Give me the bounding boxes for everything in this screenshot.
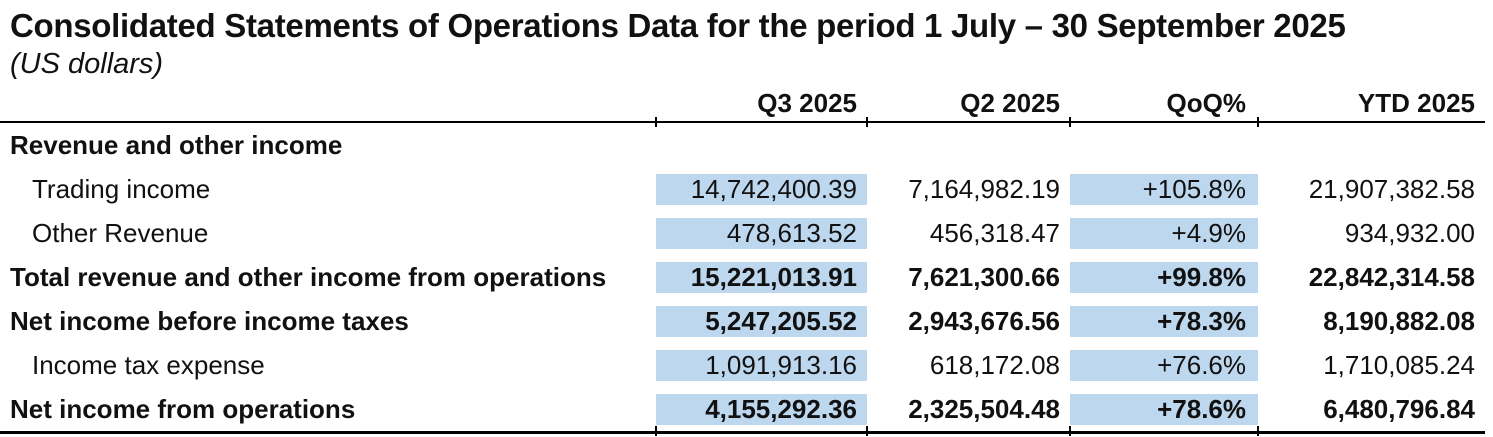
row-label: Net income before income taxes	[10, 305, 409, 336]
cell-q3: 478,613.52	[656, 217, 867, 249]
table-row: Trading income 14,742,400.39 7,164,982.1…	[0, 167, 1485, 211]
row-label: Other Revenue	[32, 217, 209, 248]
cell-q2: 456,318.47	[929, 217, 1060, 248]
cell-qoq: +78.6%	[1070, 393, 1258, 425]
column-tick	[866, 426, 868, 436]
cell-q3: 15,221,013.91	[656, 261, 867, 293]
header-q2-2025: Q2 2025	[960, 88, 1060, 118]
cell-qoq: +78.3%	[1070, 305, 1258, 337]
cell-qoq: +99.8%	[1070, 261, 1258, 293]
cell-qoq: +76.6%	[1070, 349, 1258, 381]
cell-ytd: 6,480,796.84	[1323, 393, 1475, 424]
column-tick	[866, 117, 868, 127]
cell-q2: 7,621,300.66	[908, 261, 1060, 292]
cell-ytd: 21,907,382.58	[1308, 173, 1475, 204]
page-subtitle: (US dollars)	[10, 48, 164, 80]
cell-q2: 2,943,676.56	[908, 305, 1060, 336]
cell-q3: 1,091,913.16	[656, 349, 867, 381]
cell-ytd: 22,842,314.58	[1308, 261, 1475, 292]
cell-q3: 5,247,205.52	[656, 305, 867, 337]
cell-ytd: 1,710,085.24	[1323, 349, 1475, 380]
column-tick	[1069, 426, 1071, 436]
table-row: Net income before income taxes 5,247,205…	[0, 299, 1485, 343]
column-tick	[1069, 117, 1071, 127]
table-row: Income tax expense 1,091,913.16 618,172.…	[0, 343, 1485, 387]
operations-table: Q3 2025 Q2 2025 QoQ% YTD 2025 Revenue an…	[0, 82, 1485, 436]
page-title: Consolidated Statements of Operations Da…	[10, 7, 1346, 44]
header-qoq-percent: QoQ%	[1166, 88, 1246, 118]
column-tick	[1257, 117, 1259, 127]
row-label: Trading income	[32, 173, 211, 204]
cell-qoq: +4.9%	[1070, 217, 1258, 249]
header-q3-2025: Q3 2025	[757, 88, 857, 118]
cell-ytd: 8,190,882.08	[1323, 305, 1475, 336]
row-label: Net income from operations	[10, 393, 356, 424]
column-tick	[655, 426, 657, 436]
table-row: Other Revenue 478,613.52 456,318.47 +4.9…	[0, 211, 1485, 255]
row-label: Total revenue and other income from oper…	[10, 261, 607, 292]
cell-q2: 7,164,982.19	[908, 173, 1060, 204]
table-bottom-rule	[0, 431, 1485, 434]
table-header-row: Q3 2025 Q2 2025 QoQ% YTD 2025	[0, 82, 1485, 123]
cell-ytd: 934,932.00	[1344, 217, 1475, 248]
header-ytd-2025: YTD 2025	[1357, 88, 1475, 118]
cell-q3: 4,155,292.36	[656, 393, 867, 425]
column-tick	[1257, 426, 1259, 436]
row-label: Revenue and other income	[10, 129, 343, 160]
cell-q3: 14,742,400.39	[656, 173, 867, 205]
row-label: Income tax expense	[32, 349, 265, 380]
column-tick	[655, 117, 657, 127]
cell-qoq: +105.8%	[1070, 173, 1258, 205]
table-row: Total revenue and other income from oper…	[0, 255, 1485, 299]
table-row: Net income from operations 4,155,292.36 …	[0, 387, 1485, 431]
cell-q2: 618,172.08	[929, 349, 1060, 380]
table-row: Revenue and other income	[0, 123, 1485, 167]
cell-q2: 2,325,504.48	[908, 393, 1060, 424]
